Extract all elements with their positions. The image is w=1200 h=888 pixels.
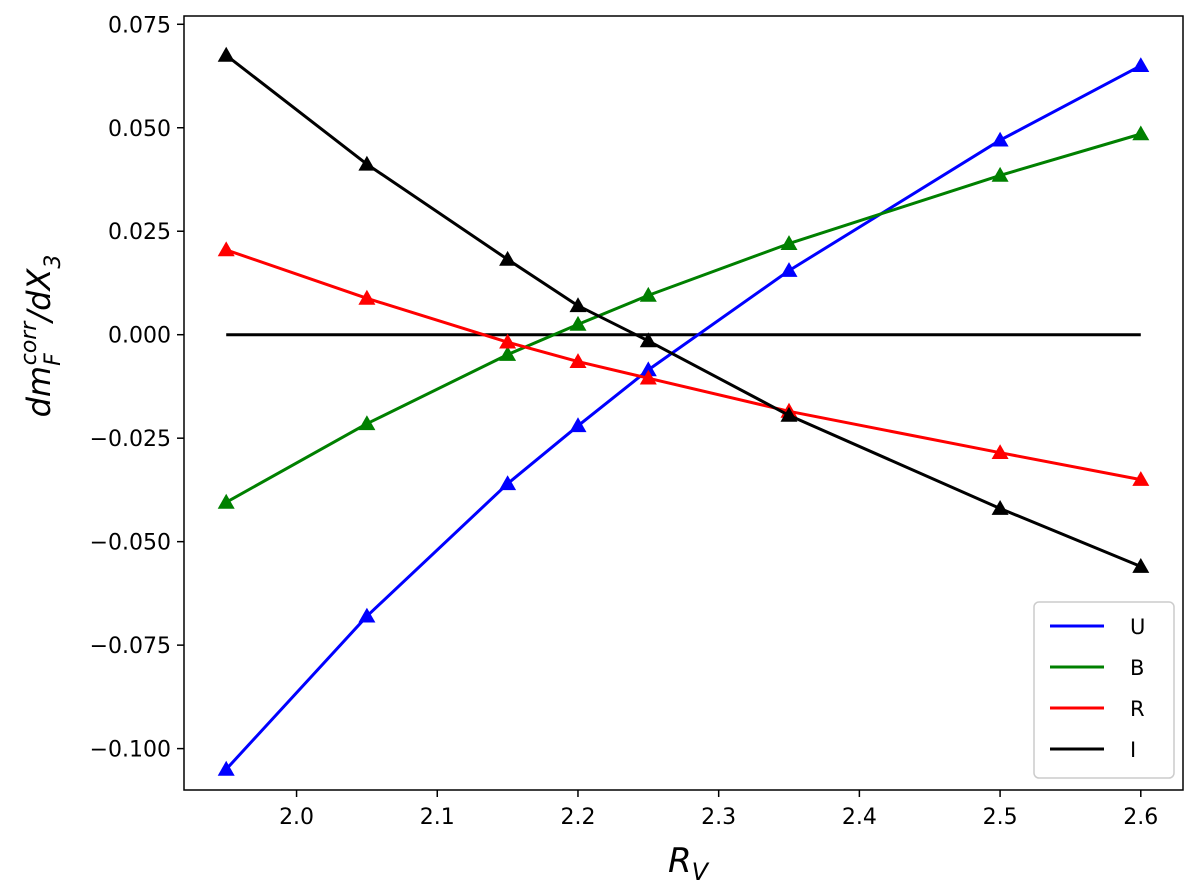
- x-axis-title-main: R: [668, 841, 692, 881]
- x-tick-label: 2.3: [701, 805, 736, 830]
- x-tick-label: 2.5: [983, 805, 1018, 830]
- data-point-b: [991, 166, 1009, 182]
- y-tick-label: −0.075: [90, 634, 171, 659]
- data-point-i: [780, 406, 798, 422]
- data-point-b: [358, 415, 376, 431]
- legend-box: [1033, 601, 1175, 779]
- series-i: [217, 46, 1150, 573]
- plot-area: [217, 46, 1150, 776]
- series-r: [217, 241, 1150, 486]
- data-point-i: [217, 46, 235, 62]
- data-point-u: [358, 607, 376, 623]
- data-point-b: [569, 315, 587, 331]
- y-axis-title-sup: corr: [17, 320, 42, 366]
- ticks-layer: 2.0 2.1 2.2 2.3 2.4 2.5 2.6 0.075 0.050 0.025 0.00…: [90, 13, 1159, 830]
- series-b: [217, 125, 1150, 509]
- x-tick-label: 2.4: [842, 805, 877, 830]
- x-tick-label: 2.1: [420, 805, 455, 830]
- series-line-i: [225, 54, 1142, 568]
- x-axis-title: RV: [668, 841, 710, 886]
- data-point-u: [499, 475, 517, 491]
- y-axis-title-rest: /dX: [20, 268, 58, 325]
- y-tick-label: −0.025: [90, 427, 171, 452]
- data-point-b: [499, 346, 517, 361]
- legend-label-i: I: [1130, 738, 1136, 762]
- legend-label-r: R: [1130, 697, 1145, 721]
- data-point-i: [569, 297, 587, 313]
- x-tick-label: 2.0: [279, 805, 314, 830]
- y-axis-title-main: dm: [20, 366, 58, 417]
- data-point-r: [991, 444, 1009, 459]
- x-tick-label: 2.6: [1123, 805, 1158, 830]
- data-point-i: [991, 500, 1009, 515]
- data-point-r: [639, 369, 657, 385]
- data-point-u: [780, 262, 798, 277]
- y-tick-label: −0.100: [90, 738, 171, 763]
- y-axis-title: dmFcorr/dX3: [17, 255, 66, 418]
- data-point-u: [1132, 57, 1150, 72]
- legend-label-u: U: [1130, 615, 1145, 639]
- data-point-b: [217, 493, 235, 509]
- series-line-b: [225, 132, 1142, 504]
- y-tick-label: 0.075: [108, 13, 171, 38]
- data-point-i: [499, 250, 517, 266]
- data-point-b: [639, 286, 657, 302]
- data-point-b: [780, 235, 798, 250]
- series-line-u: [225, 64, 1142, 771]
- x-tick-label: 2.2: [560, 805, 595, 830]
- y-axis-title-rest-sub: 3: [41, 255, 66, 269]
- y-axis-title-sub: F: [41, 353, 66, 366]
- y-tick-label: 0.050: [108, 117, 171, 142]
- y-tick-label: 0.000: [108, 324, 171, 349]
- series-line-r: [225, 248, 1142, 482]
- x-axis-title-sub: V: [692, 858, 710, 886]
- data-point-b: [1132, 125, 1150, 141]
- data-point-r: [217, 241, 235, 257]
- data-point-r: [1132, 471, 1150, 486]
- data-point-u: [991, 131, 1009, 147]
- data-point-u: [569, 417, 587, 433]
- y-tick-label: 0.025: [108, 220, 171, 245]
- legend-label-b: B: [1130, 656, 1144, 680]
- data-point-u: [217, 760, 235, 776]
- data-point-i: [639, 332, 657, 348]
- data-point-u: [639, 361, 657, 377]
- data-point-i: [1132, 558, 1150, 573]
- data-point-r: [569, 353, 587, 368]
- data-point-r: [499, 333, 517, 349]
- series-u: [217, 57, 1150, 776]
- data-point-r: [358, 289, 376, 305]
- axes-frame: [183, 15, 1184, 791]
- data-point-i: [358, 155, 376, 171]
- y-tick-label: −0.050: [90, 531, 171, 556]
